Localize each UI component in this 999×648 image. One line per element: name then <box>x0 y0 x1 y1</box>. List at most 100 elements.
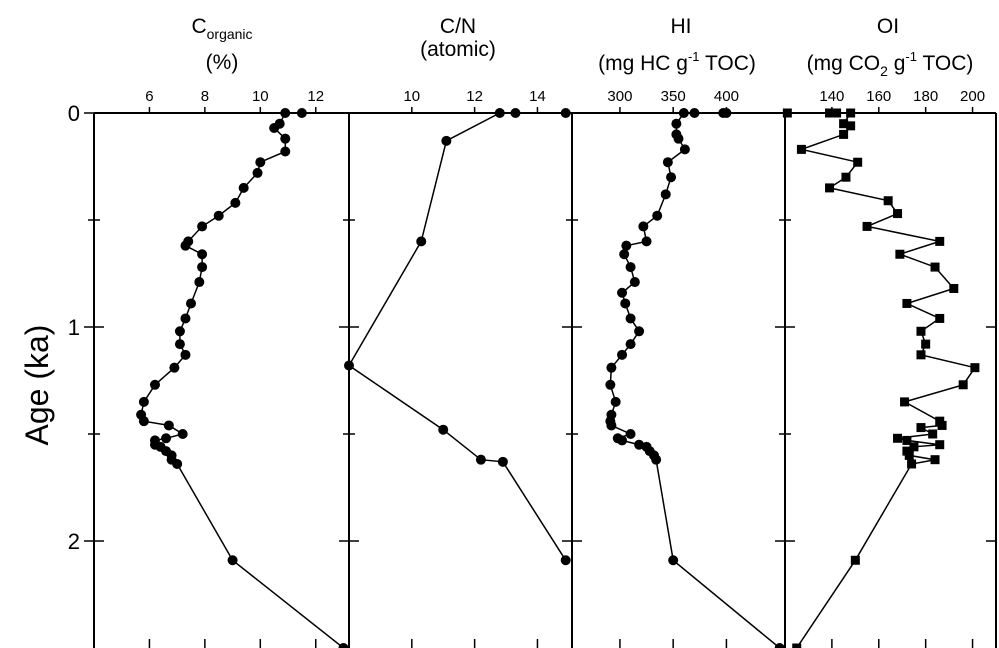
panel-oi-data-point <box>839 119 849 129</box>
panel-hi-data-point <box>610 396 621 407</box>
panel-corganic-title-main: C <box>191 15 206 38</box>
panel-oi-data-point <box>825 183 835 193</box>
panel-corganic-xtick-label: 10 <box>252 88 269 105</box>
panel-oi-data-point <box>782 108 792 118</box>
panel-oi-xtick-label: 160 <box>866 88 891 105</box>
panel-cn-data-point <box>438 424 449 435</box>
panel-hi-data-point <box>621 240 632 251</box>
panel-hi-data-point <box>641 236 652 247</box>
panel-oi-data-point <box>862 221 872 231</box>
panel-oi-data-point <box>902 298 912 308</box>
panel-corganic-data-point <box>149 379 160 390</box>
panel-oi-data-point <box>970 363 980 373</box>
panel-corganic-data-point <box>163 420 174 431</box>
panel-hi-data-point <box>678 108 689 118</box>
panel-cn-data-point <box>416 236 427 247</box>
panel-corganic-data-point <box>138 396 149 407</box>
panel-corganic-data-point <box>280 133 291 144</box>
panel-hi-data-point <box>689 108 700 118</box>
panel-hi-data-point <box>774 643 785 648</box>
panel-oi-data-point <box>930 262 940 272</box>
panel-hi-title: HI <box>671 15 692 38</box>
panel-cn-data-point <box>441 135 452 146</box>
panel-hi-data-point <box>625 262 636 273</box>
panel-cn-xtick-label: 10 <box>403 88 420 105</box>
panel-corganic-xtick-label: 12 <box>307 88 324 105</box>
panel-oi-unit-sup: -1 <box>905 49 917 64</box>
panel-oi-data-point <box>846 121 856 131</box>
panel-oi-data-point <box>902 435 912 445</box>
panel-oi-data-point <box>937 420 947 430</box>
panel-corganic-data-point <box>238 182 249 193</box>
panel-hi-data-point <box>651 454 662 465</box>
panel-oi-data-point <box>796 144 806 154</box>
panel-corganic-data-point <box>174 326 185 337</box>
panel-corganic-unit: (%) <box>206 51 239 74</box>
panel-hi-data-point <box>660 189 671 200</box>
panel-oi-header: OI (mg CO2 g-1 TOC) <box>807 15 974 79</box>
panel-corganic-data-point <box>177 429 188 439</box>
panel-corganic-data-point <box>255 157 266 168</box>
panel-hi-data-point <box>662 157 673 168</box>
panel-hi-data-point <box>673 133 684 144</box>
panel-cn-data-point <box>344 360 354 371</box>
panel-cn-header: C/N (atomic) <box>420 15 496 61</box>
panel-oi-data-point <box>846 108 856 118</box>
panel-hi-data-point <box>620 298 631 309</box>
panel-cn-series-line <box>348 112 567 561</box>
panel-hi-unit: (mg HC g-1 TOC) <box>598 49 756 75</box>
panel-oi-data-point <box>832 108 842 118</box>
panel-corganic-data-point <box>174 339 185 350</box>
panel-hi-data-point <box>606 420 617 431</box>
panel-corganic-data-point <box>280 146 291 157</box>
panel-hi-data-point <box>629 277 640 288</box>
panel-hi-data-point <box>605 379 616 390</box>
panel-hi-data-point <box>671 118 682 129</box>
y-tick-label-0: 0 <box>68 101 80 126</box>
panel-cn-unit: (atomic) <box>420 38 496 61</box>
panel-oi-data-point <box>916 423 926 433</box>
panel-hi-data-point <box>625 429 636 439</box>
panel-oi-data-point <box>825 108 835 118</box>
panel-corganic-data-point <box>296 108 307 118</box>
panel-oi-data-point <box>893 209 903 219</box>
panel-hi-data-point <box>652 210 663 221</box>
panel-corganic-header: Corganic (%) <box>191 15 252 74</box>
panel-corganic-series-line <box>140 112 344 648</box>
panel-hi-data-point <box>718 108 729 118</box>
panel-oi-data-point <box>841 172 851 182</box>
panel-oi-xtick-label: 200 <box>960 88 985 105</box>
panel-hi-header: HI (mg HC g-1 TOC) <box>598 15 756 75</box>
panel-corganic-data-point <box>180 349 191 360</box>
panel-oi-data-point <box>907 459 917 469</box>
panel-oi-data-point <box>883 196 893 206</box>
panel-hi-unit-b: TOC) <box>700 52 756 75</box>
panel-corganic-data-point <box>197 262 208 273</box>
panel-hi-data-point <box>666 172 677 183</box>
panel-cn-data-point <box>475 454 486 465</box>
panel-hi-series-line <box>609 112 781 648</box>
panel-hi-data-point <box>638 221 649 232</box>
panel-oi-data-point <box>935 440 945 450</box>
panel-oi-data-point <box>792 643 802 648</box>
panel-oi-data-point <box>850 555 860 565</box>
panel-cn-data-point <box>497 456 508 467</box>
panel-corganic-xtick-label: 6 <box>145 88 153 105</box>
panel-hi-data-point <box>617 435 628 446</box>
panel-corganic-data-point <box>180 240 191 251</box>
panel-corganic-data-point <box>252 167 263 178</box>
panel-corganic-data-point <box>197 221 208 232</box>
panel-oi-unit: (mg CO2 g-1 TOC) <box>807 49 974 79</box>
panel-corganic-data-point <box>338 643 349 648</box>
panel-cn-title: C/N <box>440 15 476 38</box>
panel-oi-data-point <box>895 249 905 259</box>
panel-corganic-data-point <box>180 313 191 324</box>
panel-cn-data-point <box>510 108 521 118</box>
panel-hi-data-point <box>619 249 630 260</box>
panel-hi-xtick-label: 400 <box>714 88 739 105</box>
panel-oi-data-point <box>921 339 931 349</box>
panel-cn-xtick-label: 12 <box>466 88 483 105</box>
panel-oi-data-point <box>893 433 903 443</box>
panel-oi-xtick-label: 180 <box>913 88 938 105</box>
panel-corganic-title: Corganic <box>191 15 252 42</box>
